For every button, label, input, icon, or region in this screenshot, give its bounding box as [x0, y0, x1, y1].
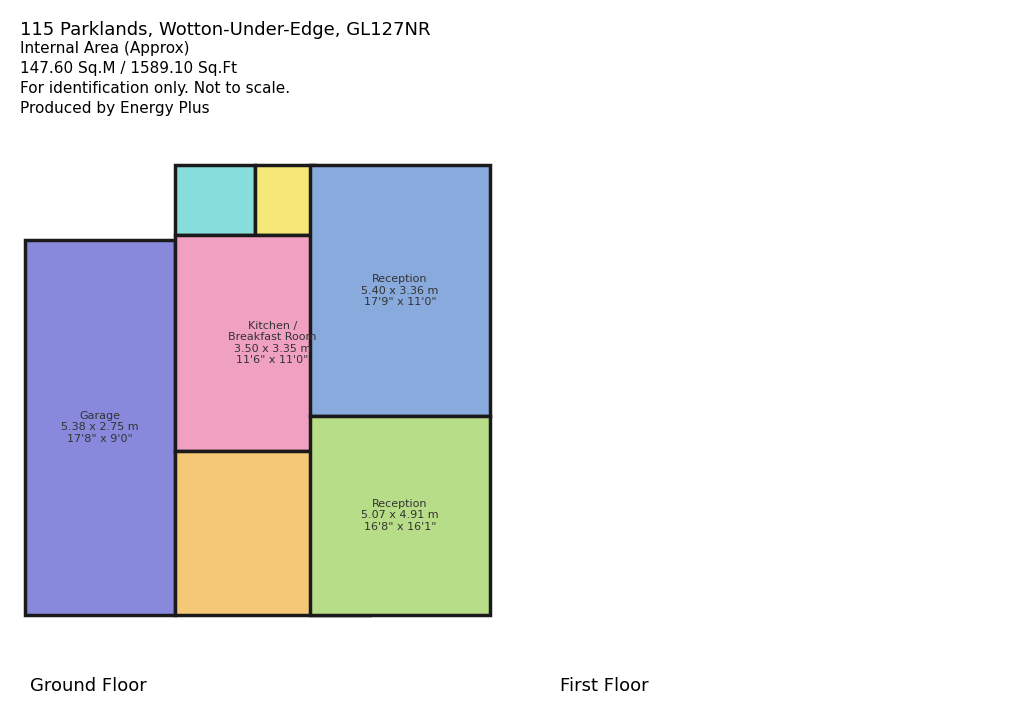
Text: Internal Area (Approx): Internal Area (Approx) [20, 41, 190, 56]
Text: 115 Parklands, Wotton-Under-Edge, GL127NR: 115 Parklands, Wotton-Under-Edge, GL127N… [20, 21, 430, 39]
Bar [175, 165, 255, 235]
Text: For identification only. Not to scale.: For identification only. Not to scale. [20, 81, 289, 96]
Bar [175, 451, 370, 615]
Text: Kitchen /
Breakfast Room
3.50 x 3.35 m
11'6" x 11'0": Kitchen / Breakfast Room 3.50 x 3.35 m 1… [228, 321, 316, 366]
Bar [310, 416, 489, 615]
Text: Reception
5.40 x 3.36 m
17'9" x 11'0": Reception 5.40 x 3.36 m 17'9" x 11'0" [361, 274, 438, 307]
Bar [255, 165, 315, 235]
Text: 147.60 Sq.M / 1589.10 Sq.Ft: 147.60 Sq.M / 1589.10 Sq.Ft [20, 61, 236, 76]
Bar [175, 235, 370, 451]
Bar [25, 240, 175, 615]
Text: Produced by Energy Plus: Produced by Energy Plus [20, 101, 210, 116]
Text: First Floor: First Floor [559, 677, 648, 695]
Text: Ground Floor: Ground Floor [30, 677, 147, 695]
Text: Reception
5.07 x 4.91 m
16'8" x 16'1": Reception 5.07 x 4.91 m 16'8" x 16'1" [361, 499, 438, 532]
Text: Garage
5.38 x 2.75 m
17'8" x 9'0": Garage 5.38 x 2.75 m 17'8" x 9'0" [61, 411, 139, 444]
Bar [310, 165, 489, 416]
